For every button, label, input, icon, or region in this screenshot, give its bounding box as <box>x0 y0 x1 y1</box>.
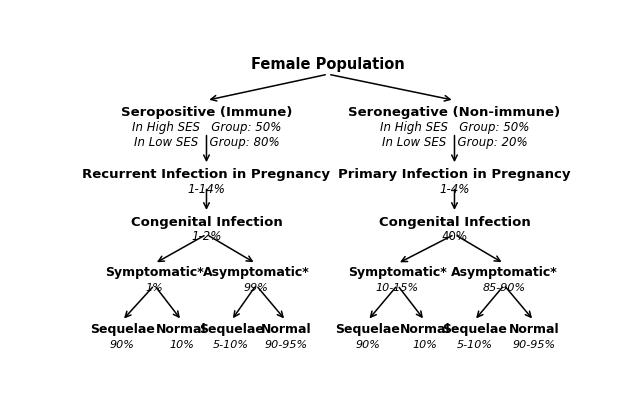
Text: Sequelae: Sequelae <box>335 323 400 336</box>
Text: In Low SES   Group: 20%: In Low SES Group: 20% <box>381 136 527 149</box>
Text: 1-14%: 1-14% <box>188 182 225 196</box>
Text: In Low SES   Group: 80%: In Low SES Group: 80% <box>134 136 279 149</box>
Text: 85-90%: 85-90% <box>483 283 525 293</box>
Text: Seropositive (Immune): Seropositive (Immune) <box>121 106 292 119</box>
Text: Congenital Infection: Congenital Infection <box>131 216 282 228</box>
Text: 5-10%: 5-10% <box>213 340 250 350</box>
Text: In High SES   Group: 50%: In High SES Group: 50% <box>132 121 281 134</box>
Text: Congenital Infection: Congenital Infection <box>379 216 531 228</box>
Text: 90%: 90% <box>109 340 134 350</box>
Text: Seronegative (Non-immune): Seronegative (Non-immune) <box>348 106 561 119</box>
Text: Female Population: Female Population <box>251 58 405 72</box>
Text: 1-2%: 1-2% <box>191 230 221 243</box>
Text: 1%: 1% <box>145 283 163 293</box>
Text: 90-95%: 90-95% <box>264 340 307 350</box>
Text: 90%: 90% <box>355 340 380 350</box>
Text: 40%: 40% <box>442 230 467 243</box>
Text: Sequelae: Sequelae <box>90 323 155 336</box>
Text: Normal: Normal <box>156 323 207 336</box>
Text: Symptomatic*: Symptomatic* <box>348 266 447 279</box>
Text: 99%: 99% <box>244 283 269 293</box>
Text: In High SES   Group: 50%: In High SES Group: 50% <box>380 121 529 134</box>
Text: Normal: Normal <box>399 323 450 336</box>
Text: Recurrent Infection in Pregnancy: Recurrent Infection in Pregnancy <box>83 168 330 181</box>
Text: 10-15%: 10-15% <box>376 283 419 293</box>
Text: Sequelae: Sequelae <box>442 323 507 336</box>
Text: 90-95%: 90-95% <box>512 340 556 350</box>
Text: Primary Infection in Pregnancy: Primary Infection in Pregnancy <box>338 168 571 181</box>
Text: 1-4%: 1-4% <box>439 182 470 196</box>
Text: 10%: 10% <box>412 340 437 350</box>
Text: Asymptomatic*: Asymptomatic* <box>203 266 310 279</box>
Text: Sequelae: Sequelae <box>199 323 264 336</box>
Text: Normal: Normal <box>509 323 559 336</box>
Text: 10%: 10% <box>169 340 194 350</box>
Text: Asymptomatic*: Asymptomatic* <box>451 266 557 279</box>
Text: Normal: Normal <box>260 323 311 336</box>
Text: Symptomatic*: Symptomatic* <box>105 266 204 279</box>
Text: 5-10%: 5-10% <box>456 340 492 350</box>
